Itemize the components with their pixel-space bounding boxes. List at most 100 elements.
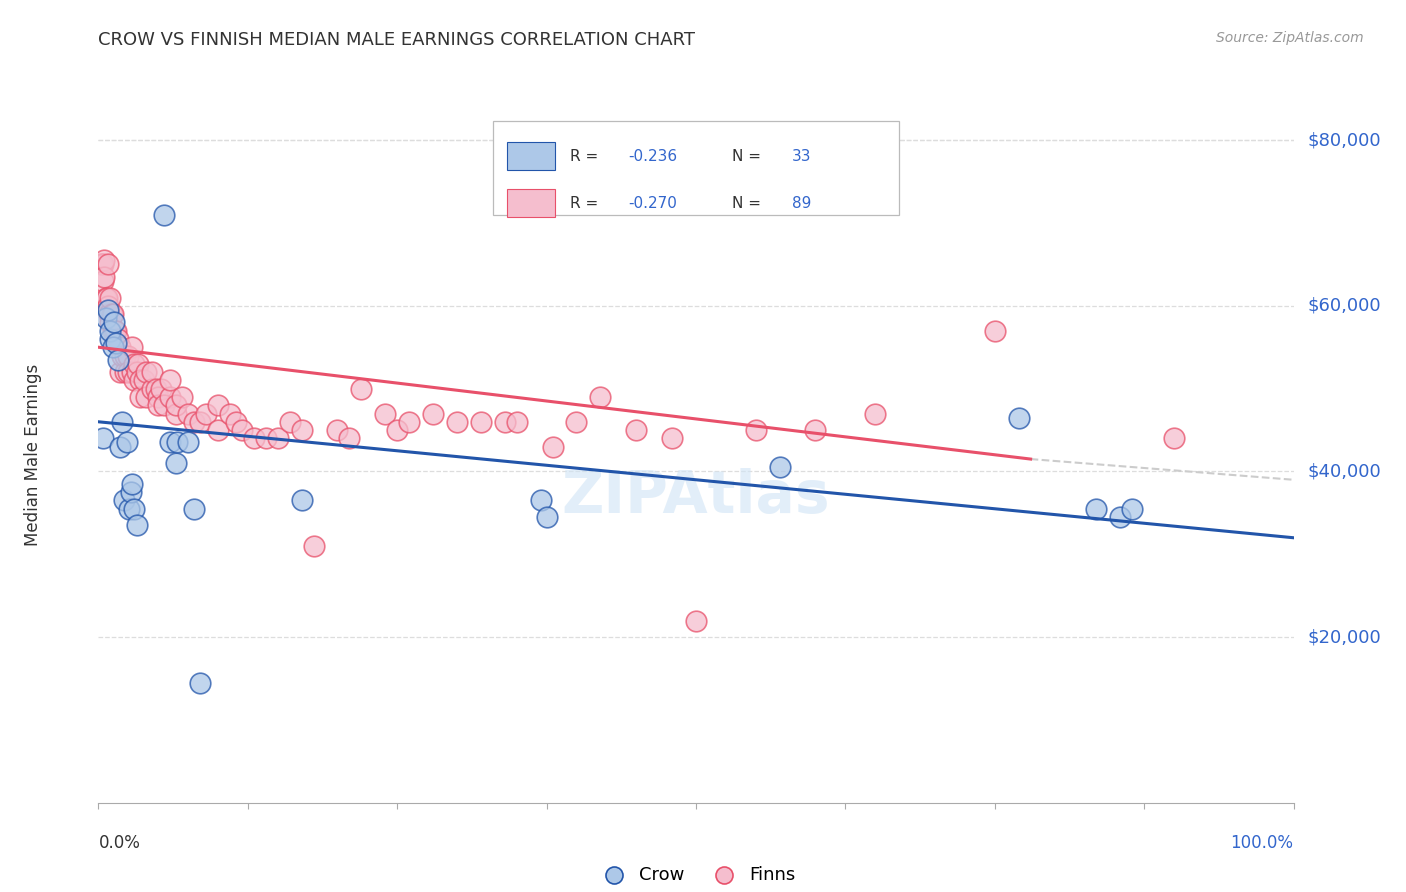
Text: $80,000: $80,000 (1308, 131, 1381, 149)
Point (125, 365, 148, 379)
Point (983, 324, 1005, 338)
Point (108, 340, 131, 354)
Point (98, 332, 122, 346)
Point (103, 324, 125, 338)
Point (290, 423, 312, 437)
Point (98, 315, 122, 329)
Point (1163, 431, 1185, 445)
Point (470, 415, 492, 429)
Point (183, 501, 205, 516)
Point (103, 315, 125, 329)
Point (768, 460, 790, 475)
Point (107, 332, 129, 346)
Point (93, 269, 115, 284)
Point (326, 423, 349, 437)
Point (107, 352, 129, 367)
Point (188, 415, 211, 429)
Point (117, 365, 139, 379)
Point (101, 307, 124, 321)
Point (1121, 501, 1143, 516)
Point (267, 431, 290, 445)
Point (225, 415, 247, 429)
Text: R =: R = (571, 149, 603, 163)
Point (108, 365, 131, 379)
Text: 33: 33 (792, 149, 811, 163)
Point (145, 382, 167, 396)
Point (117, 349, 139, 363)
FancyBboxPatch shape (508, 189, 555, 218)
Point (159, 435, 181, 450)
Point (121, 476, 143, 491)
Text: 100.0%: 100.0% (1230, 834, 1294, 852)
Point (254, 431, 277, 445)
Point (112, 493, 135, 508)
Point (231, 423, 253, 437)
Point (91, 257, 114, 271)
Point (104, 324, 127, 338)
Text: 0.0%: 0.0% (98, 834, 141, 852)
Point (141, 365, 163, 379)
Point (243, 431, 266, 445)
Point (121, 365, 143, 379)
Point (398, 415, 420, 429)
Point (96, 291, 118, 305)
Point (124, 357, 146, 371)
Point (141, 382, 163, 396)
Text: CROW VS FINNISH MEDIAN MALE EARNINGS CORRELATION CHART: CROW VS FINNISH MEDIAN MALE EARNINGS COR… (98, 31, 696, 49)
Point (207, 398, 229, 412)
Point (91, 257, 114, 271)
Point (93, 253, 115, 268)
Point (105, 336, 128, 351)
Point (290, 493, 312, 508)
Point (98, 324, 122, 338)
Point (529, 493, 551, 508)
Point (129, 373, 152, 387)
Point (135, 390, 157, 404)
Point (149, 382, 172, 396)
Point (124, 373, 146, 387)
Point (153, 208, 176, 222)
Point (114, 349, 136, 363)
Point (166, 435, 188, 450)
Point (589, 390, 612, 404)
Point (98, 291, 122, 305)
Point (101, 324, 124, 338)
Point (97, 299, 120, 313)
Point (863, 407, 886, 421)
Point (219, 407, 242, 421)
Point (1085, 501, 1108, 516)
Point (624, 423, 647, 437)
Point (148, 390, 170, 404)
Point (536, 510, 558, 524)
Point (91, 274, 114, 288)
Point (124, 501, 146, 516)
Point (661, 431, 683, 445)
Point (97, 257, 120, 271)
Point (385, 423, 409, 437)
Text: -0.270: -0.270 (628, 195, 676, 211)
Point (94, 291, 117, 305)
Point (100, 307, 122, 321)
Point (183, 415, 205, 429)
Point (685, 614, 707, 628)
Point (1007, 410, 1029, 425)
Point (132, 373, 155, 387)
Text: 89: 89 (792, 195, 811, 211)
Point (165, 456, 187, 470)
Point (337, 431, 360, 445)
Text: $60,000: $60,000 (1308, 297, 1381, 315)
Point (188, 675, 211, 690)
Point (565, 415, 588, 429)
FancyBboxPatch shape (508, 142, 555, 170)
Point (120, 485, 142, 500)
Text: N =: N = (733, 149, 766, 163)
Point (494, 415, 516, 429)
Point (98, 307, 121, 321)
Point (108, 440, 131, 454)
Point (148, 398, 170, 412)
Point (111, 415, 134, 429)
Text: Median Male Earnings: Median Male Earnings (24, 364, 42, 546)
Point (745, 423, 768, 437)
Point (105, 324, 128, 338)
Point (97, 303, 120, 318)
